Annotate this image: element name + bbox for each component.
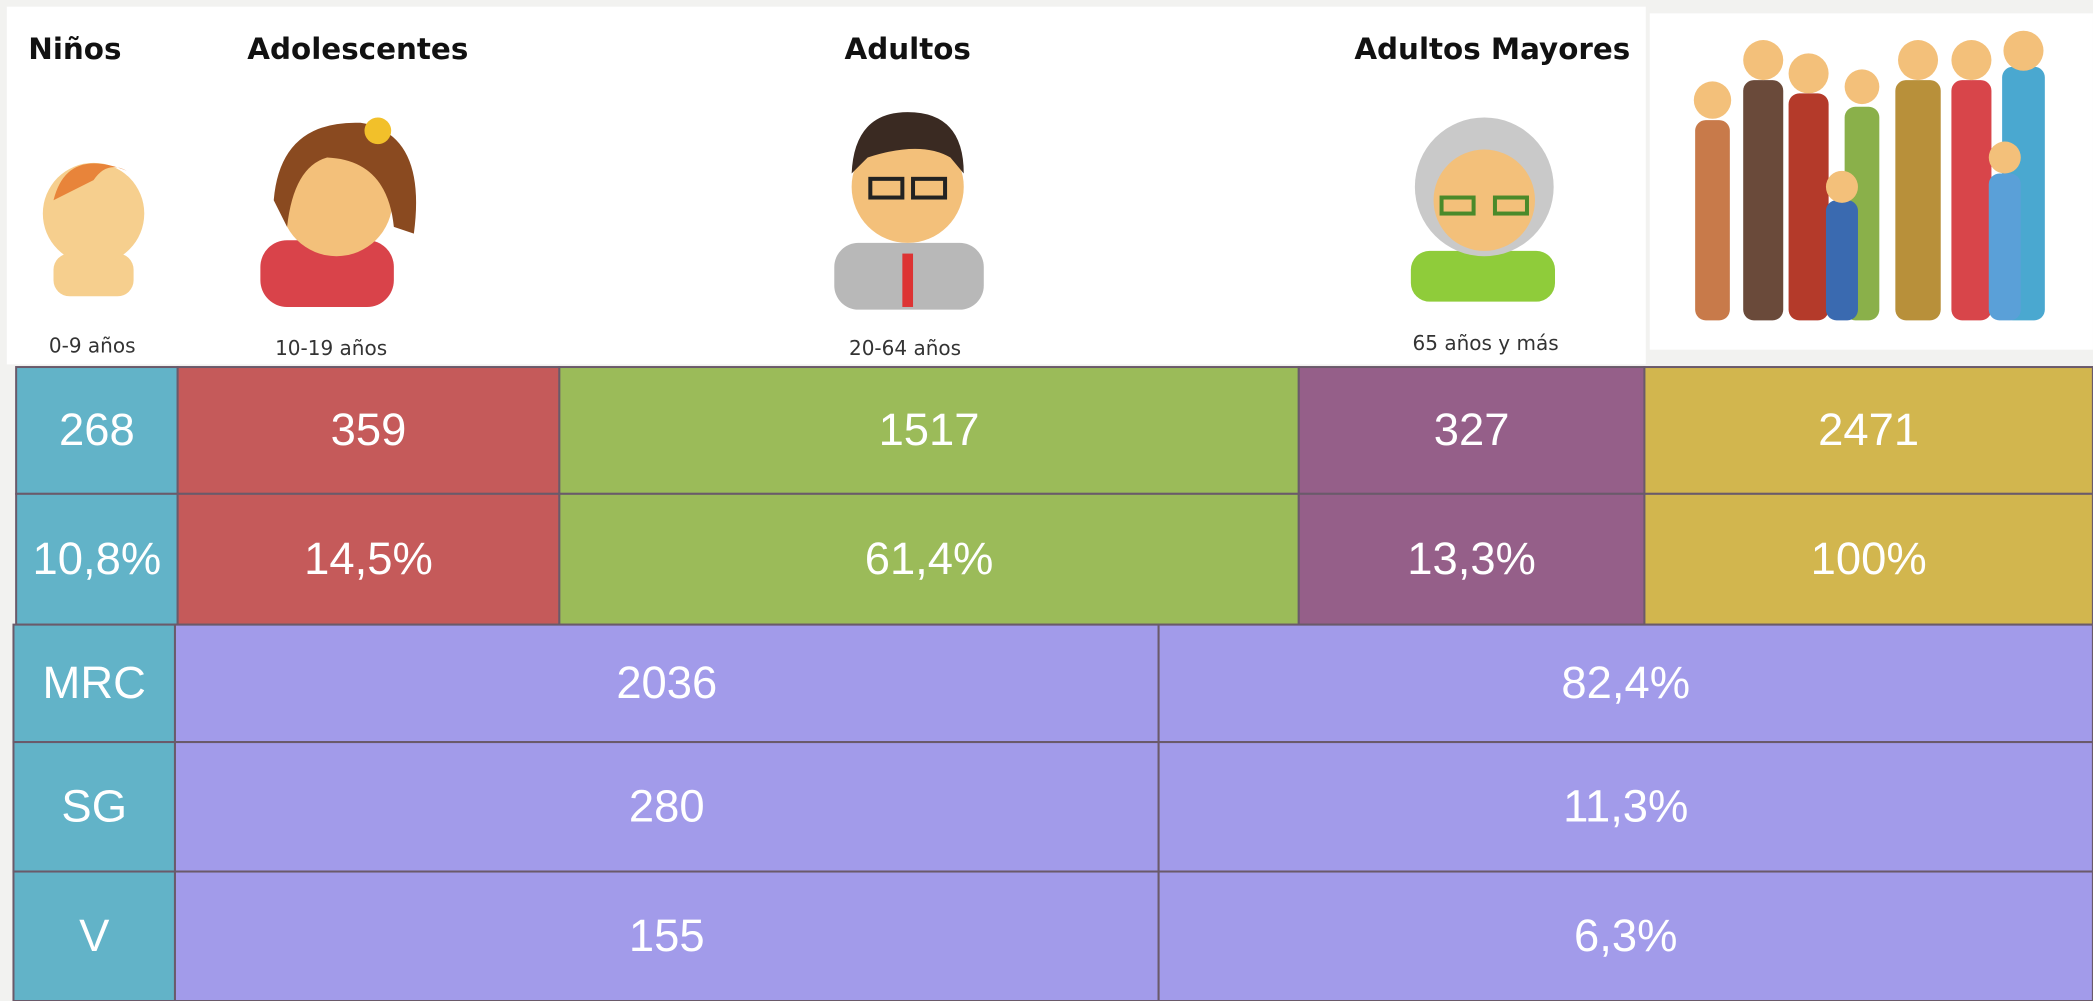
total-count: 2471 [1818, 404, 1919, 455]
group-count: 1517 [879, 404, 980, 455]
age-range: 65 años y más [1413, 331, 1559, 355]
row-label: SG [61, 780, 127, 831]
age-range: 20-64 años [849, 336, 961, 360]
group-percent: 61,4% [865, 533, 994, 584]
group-count: 268 [59, 404, 135, 455]
age-range: 10-19 años [275, 336, 387, 360]
row-percent: 11,3% [1563, 780, 1688, 831]
child-icon [43, 163, 144, 296]
group-percent: 10,8% [33, 533, 162, 584]
group-count: 359 [331, 404, 407, 455]
row-percent: 82,4% [1561, 657, 1690, 708]
row-label: V [79, 910, 110, 961]
row-count: 280 [629, 780, 705, 831]
group-count: 327 [1434, 404, 1510, 455]
total-percent: 100% [1811, 533, 1927, 584]
row-count: 155 [629, 910, 705, 961]
group-label: Niños [28, 32, 121, 66]
group-percent: 13,3% [1407, 533, 1536, 584]
group-percent: 14,5% [304, 533, 433, 584]
infographic: Niños 0-9 años 268 10,8% Adolescentes 10-19 a… [0, 0, 2093, 1001]
row-label: MRC [43, 657, 146, 708]
age-range: 0-9 años [49, 334, 136, 358]
group-label: Adultos Mayores [1354, 32, 1630, 66]
group-label: Adultos [844, 32, 970, 66]
elder-icon [1411, 117, 1555, 301]
group-label: Adolescentes [247, 32, 468, 66]
row-count: 2036 [616, 657, 717, 708]
row-percent: 6,3% [1574, 910, 1677, 961]
